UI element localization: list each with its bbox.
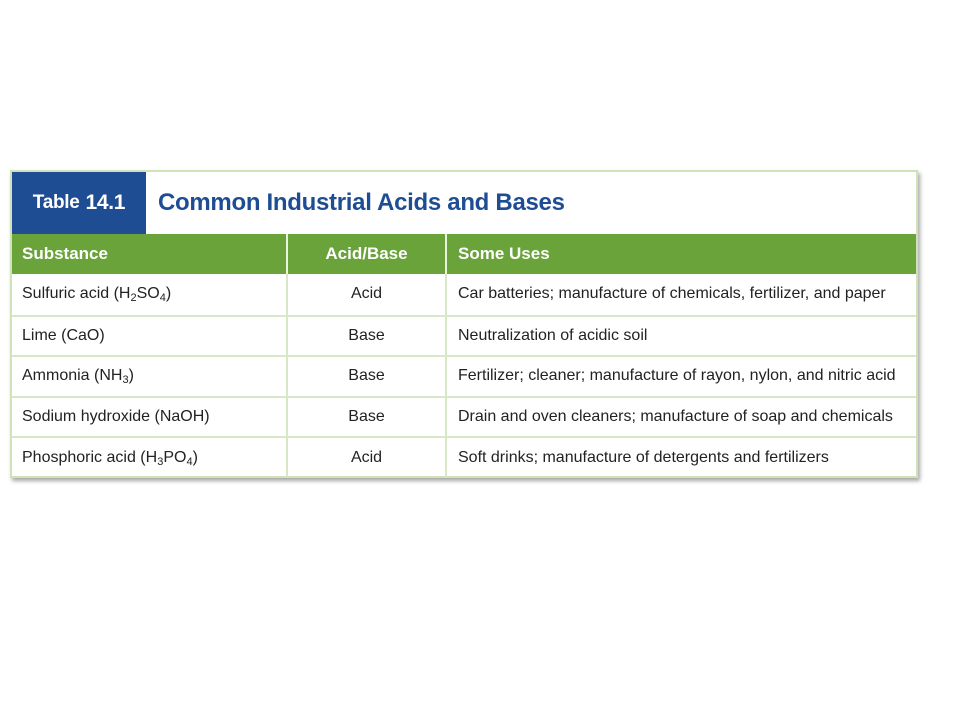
table-header-row: Substance Acid/Base Some Uses bbox=[12, 234, 916, 274]
table-row: Lime (CaO) Base Neutralization of acidic s… bbox=[12, 314, 916, 356]
table-number-label: Table 14.1 bbox=[12, 172, 146, 234]
substance-name: Phosphoric acid (H3PO4) bbox=[22, 448, 198, 468]
table-row: Ammonia (NH3) Base Fertilizer; cleaner; ma… bbox=[12, 355, 916, 396]
table-label-prefix: Table bbox=[32, 192, 80, 213]
table-row: Phosphoric acid (H3PO4) Acid Soft drinks; … bbox=[12, 436, 916, 477]
header-substance: Substance bbox=[12, 234, 288, 274]
cell-uses: Car batteries; manufacture of chemicals,… bbox=[458, 285, 886, 303]
substance-name: Sulfuric acid (H2SO4) bbox=[22, 285, 172, 305]
substance-name: Sodium hydroxide (NaOH) bbox=[22, 408, 210, 426]
cell-uses: Fertilizer; cleaner; manufacture of rayo… bbox=[458, 367, 896, 385]
cell-acid-base: Base bbox=[288, 316, 447, 356]
cell-acid-base: Base bbox=[288, 357, 447, 396]
table-title: Common Industrial Acids and Bases bbox=[158, 189, 565, 216]
table-row: Sodium hydroxide (NaOH) Base Drain and ove… bbox=[12, 395, 916, 437]
substance-name: Lime (CaO) bbox=[22, 326, 105, 344]
cell-uses: Soft drinks; manufacture of detergents a… bbox=[458, 448, 829, 466]
cell-substance: Ammonia (NH3) bbox=[12, 357, 288, 396]
cell-uses: Drain and oven cleaners; manufacture of … bbox=[458, 408, 893, 426]
table-title-bar: Table 14.1 Common Industrial Acids and B… bbox=[12, 172, 916, 234]
table-label-number: 14.1 bbox=[85, 191, 126, 214]
substance-name: Ammonia (NH3) bbox=[22, 367, 134, 387]
cell-substance: Phosphoric acid (H3PO4) bbox=[12, 438, 288, 477]
industrial-acids-bases-table: Table 14.1 Common Industrial Acids and B… bbox=[10, 170, 918, 478]
cell-uses: Neutralization of acidic soil bbox=[458, 326, 648, 344]
cell-acid-base: Acid bbox=[288, 274, 447, 315]
cell-substance: Lime (CaO) bbox=[12, 316, 288, 356]
cell-acid-base: Acid bbox=[288, 438, 447, 477]
table-row: Sulfuric acid (H2SO4) Acid Car batteries; … bbox=[12, 274, 916, 315]
header-some-uses: Some Uses bbox=[458, 244, 550, 263]
cell-substance: Sodium hydroxide (NaOH) bbox=[12, 397, 288, 437]
cell-substance: Sulfuric acid (H2SO4) bbox=[12, 274, 288, 315]
cell-acid-base: Base bbox=[288, 397, 447, 437]
table-body: Sulfuric acid (H2SO4) Acid Car batteries; … bbox=[12, 274, 916, 477]
header-acid-base: Acid/Base bbox=[288, 234, 447, 274]
